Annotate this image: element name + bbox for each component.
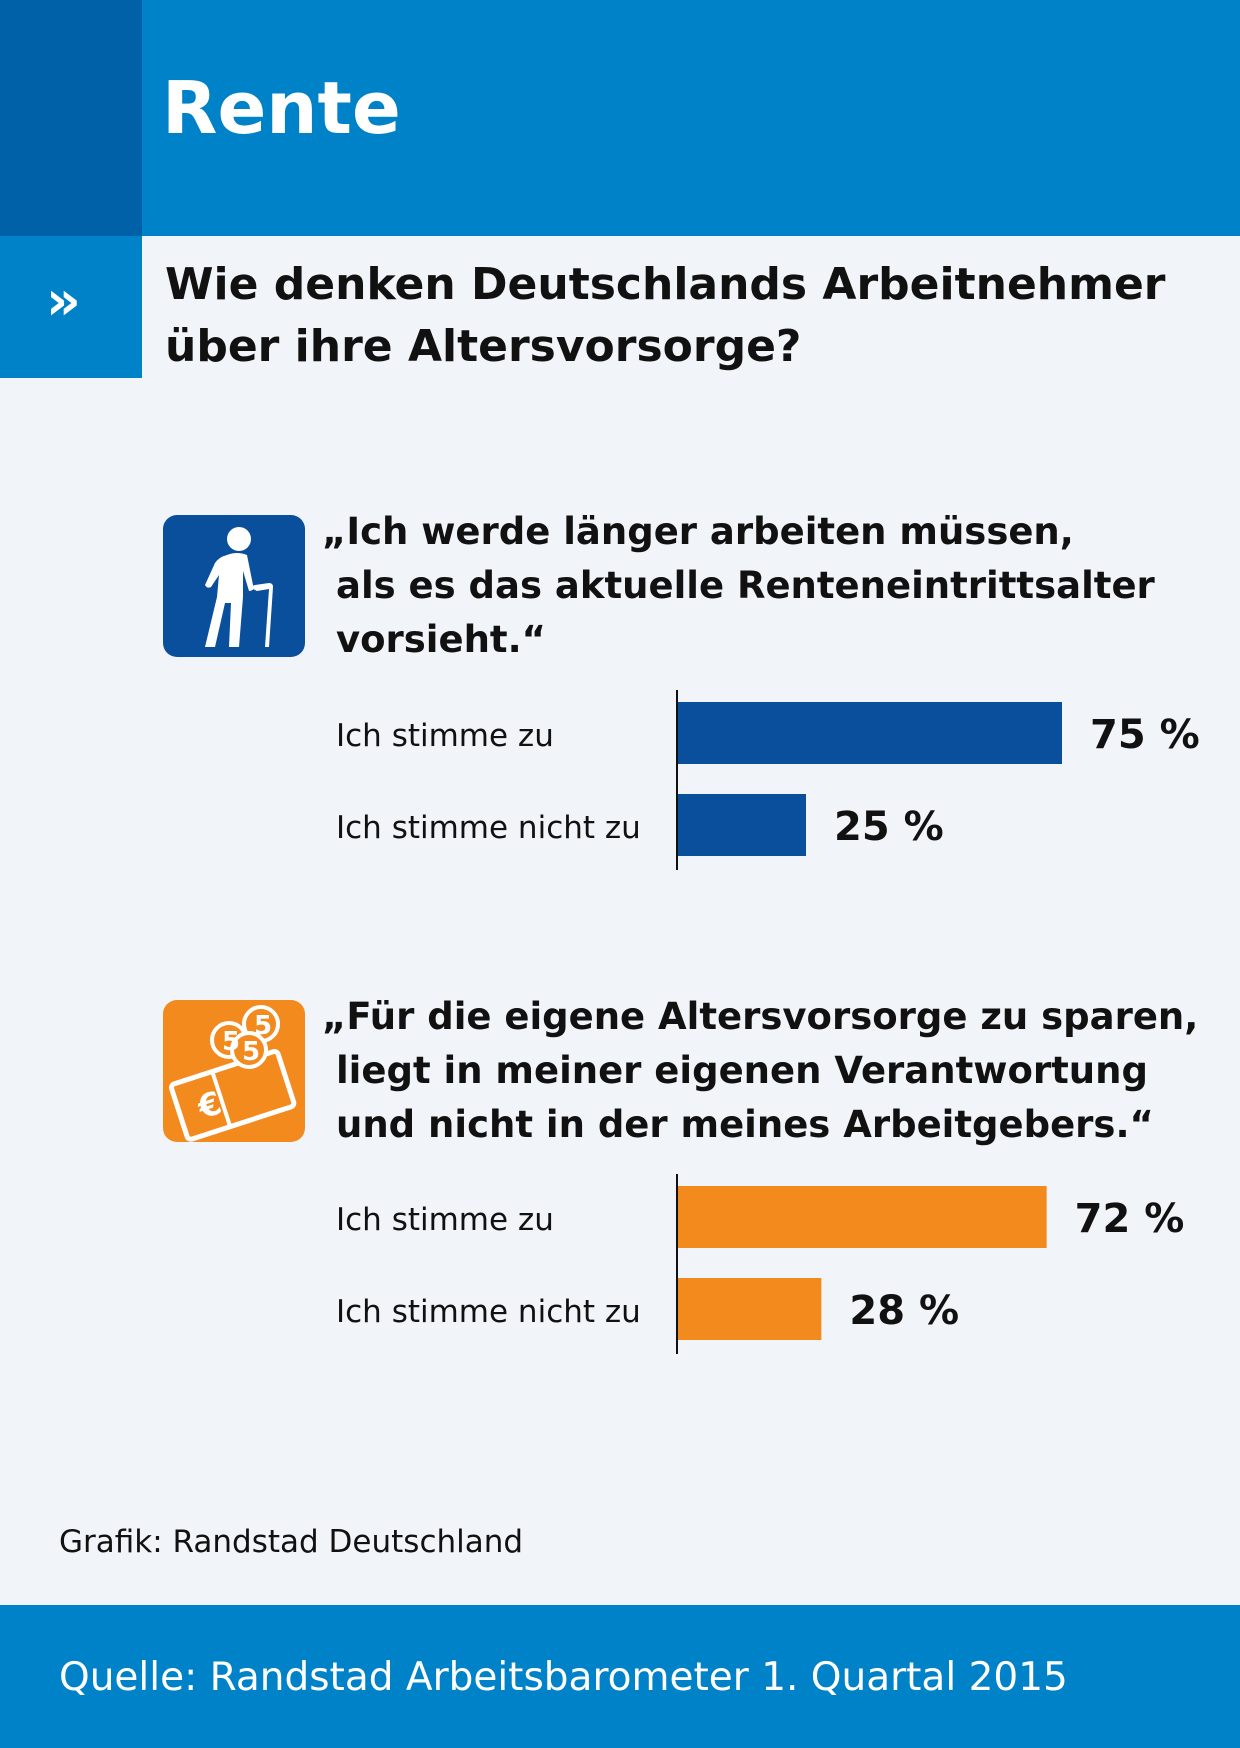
chart-2-value-agree: 72 % <box>1075 1196 1185 1242</box>
svg-text:5: 5 <box>242 1037 260 1067</box>
elderly-person-cane-icon <box>163 515 305 657</box>
svg-text:€: € <box>192 1083 226 1126</box>
header-bar: Rente <box>0 0 1240 236</box>
chart-1-bar-disagree <box>678 794 806 856</box>
chart-1-label-disagree: Ich stimme nicht zu <box>336 810 641 846</box>
graphic-credit: Grafik: Randstad Deutschland <box>59 1524 524 1560</box>
chart-1-plot: 75 % 25 % <box>676 690 1200 870</box>
chart-2-label-agree: Ich stimme zu <box>336 1202 554 1238</box>
chart-2: 72 % 28 % Ich stimme zu Ich stimme nicht … <box>0 1174 1240 1354</box>
chart-2-plot: 72 % 28 % <box>676 1174 1185 1354</box>
chart-1: 75 % 25 % Ich stimme zu Ich stimme nicht … <box>0 690 1240 870</box>
quote-2: „Für die eigene Altersvorsorge zu sparen… <box>322 990 1202 1152</box>
chart-2-bar-disagree <box>678 1278 822 1340</box>
quote-1-line-3: vorsieht.“ <box>336 618 546 661</box>
question-line-2: über ihre Altersvorsorge? <box>165 321 802 372</box>
arrow-block: » <box>0 236 142 378</box>
quote-1-line-1: „Ich werde länger arbeiten müssen, <box>322 510 1074 553</box>
footer-bar: Quelle: Randstad Arbeitsbarometer 1. Qua… <box>0 1605 1240 1748</box>
source-note: Quelle: Randstad Arbeitsbarometer 1. Qua… <box>59 1655 1068 1700</box>
double-chevron-icon: » <box>46 269 81 332</box>
page-title: Rente <box>162 66 401 150</box>
chart-1-bar-agree <box>678 702 1062 764</box>
quote-2-line-1: „Für die eigene Altersvorsorge zu sparen… <box>322 995 1199 1038</box>
quote-2-line-2: liegt in meiner eigenen Verantwortung <box>336 1049 1148 1092</box>
header-accent <box>0 0 142 236</box>
svg-text:5: 5 <box>222 1027 240 1057</box>
chart-1-value-agree: 75 % <box>1090 712 1200 758</box>
quote-2-line-3: und nicht in der meines Arbeitgebers.“ <box>336 1103 1154 1146</box>
chart-2-value-disagree: 28 % <box>849 1288 959 1334</box>
question-heading: Wie denken Deutschlands Arbeitnehmer übe… <box>165 254 1205 378</box>
quote-1-line-2: als es das aktuelle Renteneintrittsalter <box>336 564 1155 607</box>
chart-2-label-disagree: Ich stimme nicht zu <box>336 1294 641 1330</box>
chart-2-bar-agree <box>678 1186 1047 1248</box>
question-line-1: Wie denken Deutschlands Arbeitnehmer <box>165 259 1166 310</box>
chart-1-value-disagree: 25 % <box>834 804 944 850</box>
quote-1: „Ich werde länger arbeiten müssen, als e… <box>322 505 1202 667</box>
chart-1-label-agree: Ich stimme zu <box>336 718 554 754</box>
euro-money-coins-icon: € 5 5 5 <box>163 1000 305 1142</box>
svg-text:5: 5 <box>254 1011 272 1041</box>
